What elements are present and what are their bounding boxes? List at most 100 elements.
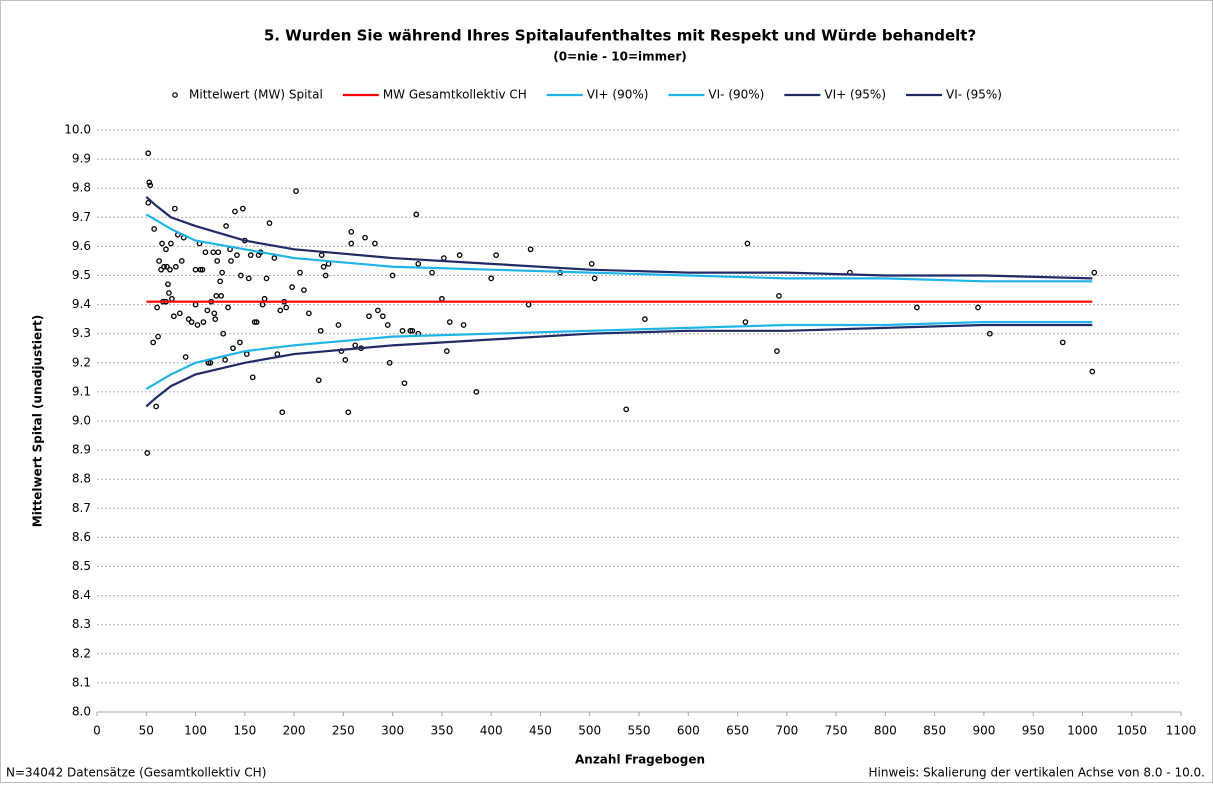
data-point — [345, 409, 352, 416]
data-point — [372, 240, 378, 247]
data-point — [249, 374, 256, 381]
data-point — [218, 293, 225, 299]
data-point — [168, 240, 174, 247]
x-tick-label: 1050 — [1116, 724, 1147, 738]
data-point — [153, 403, 159, 410]
y-tick-label: 8.0 — [72, 705, 91, 719]
data-point — [171, 313, 177, 320]
y-tick-label: 8.8 — [72, 472, 91, 486]
data-point — [744, 240, 751, 247]
data-point — [212, 316, 219, 322]
y-tick-label: 9.7 — [72, 210, 91, 224]
data-point — [623, 406, 630, 413]
data-point — [776, 293, 782, 299]
footnote: N=34042 Datensätze (Gesamtkollektiv CH) — [6, 766, 266, 780]
chart-subtitle: (0=nie - 10=immer) — [553, 50, 686, 64]
y-tick-label: 9.0 — [72, 414, 91, 428]
x-tick-label: 650 — [726, 724, 749, 738]
data-point — [352, 342, 359, 349]
data-point — [375, 307, 381, 314]
data-point — [473, 389, 480, 395]
data-point — [144, 450, 151, 456]
data-point — [199, 266, 206, 273]
data-point — [389, 272, 396, 279]
data-point — [220, 330, 226, 337]
x-axis-label: Anzahl Fragebogen — [575, 753, 705, 767]
data-point — [429, 269, 435, 276]
data-point — [384, 322, 391, 328]
data-point — [446, 319, 453, 325]
data-point — [774, 348, 780, 355]
data-point — [266, 220, 273, 226]
data-point — [146, 179, 153, 186]
x-tick-label: 1100 — [1166, 724, 1197, 738]
data-point — [456, 252, 463, 258]
x-tick-label: 50 — [139, 724, 154, 738]
data-point — [362, 234, 368, 241]
y-axis-label: Mittelwert Spital (unadjustiert) — [31, 315, 45, 528]
data-point — [225, 304, 231, 311]
x-tick-label: 100 — [184, 724, 207, 738]
data-point — [1091, 269, 1098, 276]
data-point — [166, 290, 172, 296]
y-tick-label: 9.1 — [72, 384, 91, 398]
legend-label: VI+ (95%) — [824, 88, 886, 102]
data-point — [211, 310, 218, 317]
data-point — [215, 249, 222, 256]
x-tick-label: 150 — [233, 724, 256, 738]
x-tick-label: 300 — [381, 724, 404, 738]
data-point — [172, 205, 178, 212]
y-tick-label: 8.9 — [72, 443, 91, 457]
y-tick-label: 9.3 — [72, 326, 91, 340]
y-tick-label: 9.4 — [72, 297, 91, 311]
data-point — [493, 252, 499, 258]
data-point — [409, 327, 416, 334]
data-point — [348, 240, 355, 247]
data-point — [145, 150, 152, 157]
data-point — [306, 310, 312, 317]
footnote: Hinweis: Skalierung der vertikalen Achse… — [869, 766, 1205, 780]
y-tick-label: 9.9 — [72, 152, 91, 166]
data-point — [145, 199, 152, 206]
data-point — [318, 252, 325, 258]
data-point — [165, 281, 171, 288]
y-tick-label: 8.1 — [72, 675, 91, 689]
data-point — [159, 240, 165, 247]
x-tick-label: 200 — [283, 724, 306, 738]
data-point — [320, 263, 327, 270]
data-point — [223, 223, 229, 229]
chart-title: 5. Wurden Sie während Ihres Spitalaufent… — [264, 27, 976, 45]
data-point — [204, 307, 211, 314]
data-point — [178, 258, 185, 264]
data-point — [642, 316, 648, 322]
data-point — [975, 304, 981, 311]
data-point — [228, 258, 234, 264]
series-line — [145, 213, 1093, 283]
x-tick-label: 400 — [480, 724, 503, 738]
x-tick-label: 850 — [923, 724, 946, 738]
data-point — [239, 205, 246, 212]
legend-label: Mittelwert (MW) Spital — [189, 88, 323, 102]
data-point — [158, 266, 164, 273]
x-tick-label: 550 — [628, 724, 651, 738]
x-tick-label: 450 — [529, 724, 552, 738]
data-point — [401, 380, 408, 387]
y-tick-label: 8.6 — [72, 530, 91, 544]
data-point — [219, 269, 226, 276]
x-tick-label: 950 — [1022, 724, 1045, 738]
legend-label: VI- (90%) — [708, 88, 764, 102]
data-point — [245, 275, 252, 282]
data-point — [348, 229, 355, 235]
data-point — [207, 359, 214, 366]
data-point — [1089, 368, 1096, 375]
data-point — [386, 359, 393, 366]
data-point — [342, 357, 349, 363]
series-line — [145, 323, 1093, 408]
data-point — [399, 327, 406, 334]
y-tick-label: 9.2 — [72, 355, 91, 369]
data-point — [263, 275, 270, 282]
data-point — [488, 275, 495, 282]
data-point — [366, 313, 372, 320]
data-point — [415, 261, 422, 267]
x-tick-label: 350 — [430, 724, 453, 738]
